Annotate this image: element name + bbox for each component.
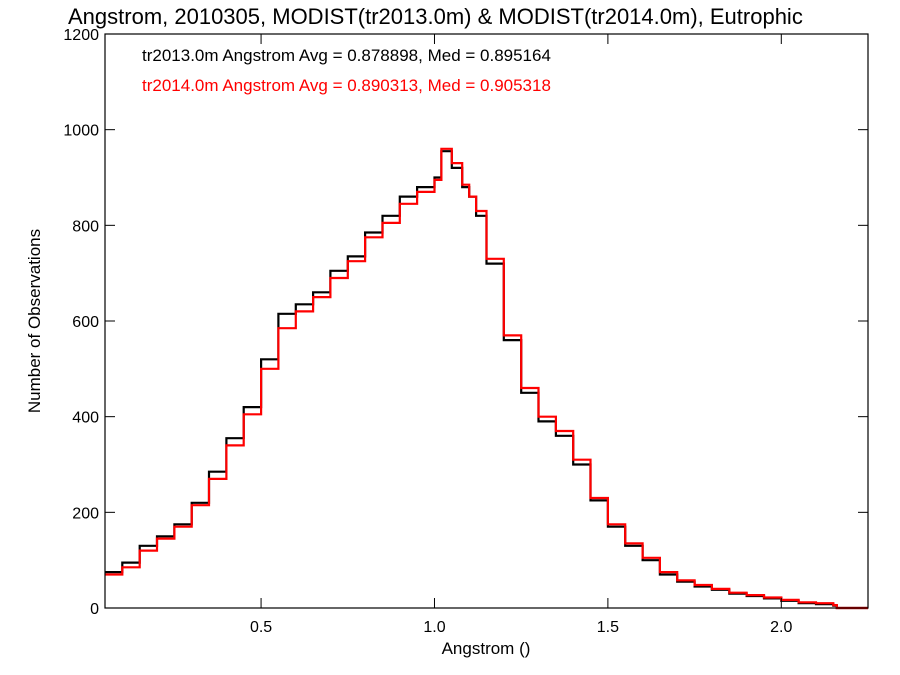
y-tick-label: 0 bbox=[90, 601, 99, 618]
x-axis-label: Angstrom () bbox=[442, 639, 531, 658]
y-tick-label: 1000 bbox=[63, 123, 99, 140]
plot-frame bbox=[105, 34, 868, 608]
chart: Angstrom, 2010305, MODIST(tr2013.0m) & M… bbox=[0, 0, 900, 675]
y-tick-label: 1200 bbox=[63, 27, 99, 44]
y-tick-label: 200 bbox=[72, 505, 99, 522]
legend-annotation-tr2014: tr2014.0m Angstrom Avg = 0.890313, Med =… bbox=[142, 76, 551, 95]
y-tick-label: 400 bbox=[72, 410, 99, 427]
x-tick-label: 1.5 bbox=[597, 619, 619, 636]
x-tick-label: 0.5 bbox=[250, 619, 272, 636]
x-tick-label: 1.0 bbox=[423, 619, 445, 636]
y-axis: 0 200 400 600 800 1000 1200 bbox=[63, 27, 868, 618]
y-axis-label: Number of Observations bbox=[25, 229, 44, 413]
y-tick-label: 800 bbox=[72, 218, 99, 235]
x-tick-label: 2.0 bbox=[770, 619, 792, 636]
y-tick-label: 600 bbox=[72, 314, 99, 331]
legend-annotation-tr2013: tr2013.0m Angstrom Avg = 0.878898, Med =… bbox=[142, 46, 551, 65]
series-line-tr2014-0m bbox=[105, 149, 868, 608]
chart-title: Angstrom, 2010305, MODIST(tr2013.0m) & M… bbox=[68, 4, 803, 29]
series-lines bbox=[105, 149, 868, 608]
